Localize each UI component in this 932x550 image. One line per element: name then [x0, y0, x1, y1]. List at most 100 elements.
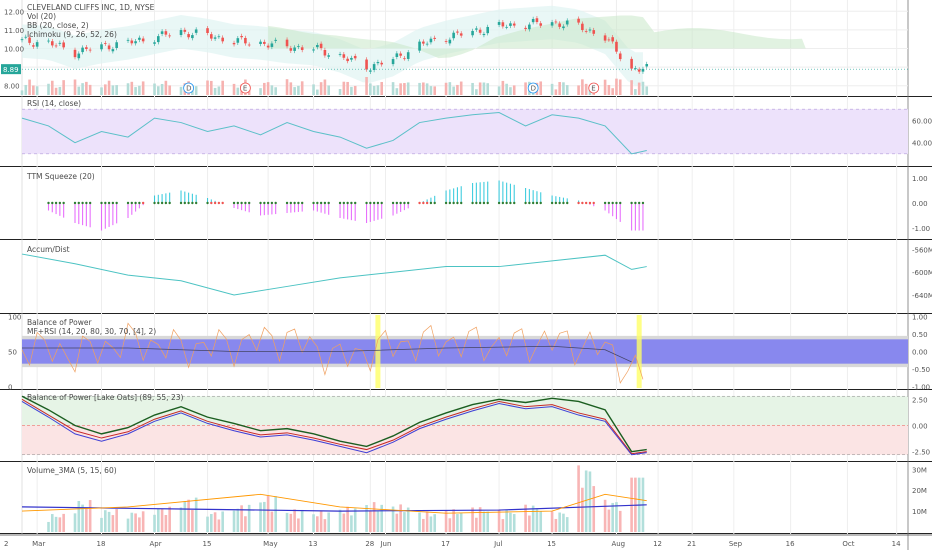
candle-body — [509, 23, 512, 26]
squeeze-tick: -1.00 — [912, 225, 930, 233]
volume-ma-bar — [50, 514, 54, 532]
squeeze-dot — [369, 201, 372, 205]
volume-bar — [179, 86, 183, 95]
lake-tick: -2.50 — [912, 449, 930, 457]
candle-body — [391, 59, 395, 65]
volume-ma-bar — [316, 516, 319, 532]
volume-bar — [206, 80, 209, 95]
volume-ma-bar — [509, 512, 512, 532]
volume-ma-bar — [550, 511, 554, 532]
candle-body — [111, 49, 115, 52]
volume-ma-bar — [607, 509, 611, 532]
volume-ma-bar — [369, 511, 372, 532]
lake-tick: 0.00 — [912, 423, 928, 431]
bop-tick-right: 0.00 — [912, 349, 928, 357]
lake-blue-line — [21, 401, 647, 456]
volume-ma-bar — [497, 509, 501, 532]
candle-body — [524, 27, 527, 29]
time-axis-label: 28 — [365, 540, 374, 548]
time-axis-label: 14 — [892, 540, 901, 548]
candle-body — [471, 30, 474, 36]
volume-bar — [111, 85, 115, 95]
candle-body — [365, 59, 368, 70]
bop-tick-left: 50 — [8, 349, 17, 357]
volume-bar — [418, 82, 421, 95]
volume-tick: 20M — [912, 487, 927, 495]
squeeze-dot — [460, 201, 463, 205]
time-axis-label: May — [263, 540, 277, 548]
candle-body — [134, 41, 137, 44]
volume-ma-bar — [187, 499, 190, 532]
squeeze-dot — [422, 201, 425, 205]
squeeze-dot — [403, 201, 406, 205]
squeeze-dot — [213, 201, 217, 205]
volume-ma-bar — [444, 510, 448, 532]
squeeze-dot — [603, 201, 607, 205]
candle-body — [24, 36, 28, 38]
time-axis-label: 15 — [203, 540, 212, 548]
volume-bar — [327, 85, 330, 95]
squeeze-dot — [62, 201, 65, 205]
volume-bar — [577, 85, 580, 95]
volume-ma-bar — [562, 513, 565, 532]
volume-bar — [369, 83, 372, 95]
volume-ma-bar — [603, 499, 607, 532]
squeeze-dot — [456, 201, 459, 205]
volume-ma-bar — [240, 505, 243, 532]
candle-body — [316, 44, 319, 48]
squeeze-dot — [100, 201, 103, 205]
ichimoku-cloud — [268, 15, 806, 59]
volume-ma-bar — [501, 519, 505, 532]
squeeze-dot — [232, 201, 236, 205]
squeeze-dot — [138, 201, 141, 205]
bop-highlight — [375, 315, 381, 388]
candle-body — [353, 55, 357, 59]
candle-body — [319, 43, 323, 49]
price-tick: 8.00 — [4, 83, 20, 91]
candle-body — [459, 33, 463, 36]
volume-ma-bar — [263, 501, 266, 532]
volume-bar — [475, 89, 478, 95]
volume-bar — [319, 82, 323, 95]
squeeze-dot — [391, 201, 395, 205]
candle-body — [584, 30, 588, 32]
volume-ma-bar — [391, 506, 395, 532]
squeeze-dot — [236, 201, 240, 205]
volume-bar — [266, 82, 270, 95]
time-axis-label: 13 — [309, 540, 318, 548]
last-price-badge — [1, 64, 21, 75]
volume-bar — [380, 81, 384, 95]
volume-ma-bar — [350, 515, 353, 532]
volume-bar — [28, 79, 31, 95]
volume-ma-bar — [475, 517, 478, 532]
bop-tick-right: -0.50 — [912, 366, 930, 374]
volume-bar — [429, 86, 433, 95]
lake-green-line — [21, 395, 647, 453]
volume-ma-bar — [471, 507, 474, 532]
candle-body — [338, 54, 342, 55]
volume-bar — [274, 87, 277, 95]
squeeze-dot — [577, 201, 580, 205]
time-axis-label: Aug — [611, 540, 625, 548]
time-axis-label: 16 — [786, 540, 795, 548]
volume-bar — [130, 81, 134, 95]
candle-body — [247, 44, 251, 46]
volume-bar — [456, 84, 459, 95]
volume-ma-bar — [134, 513, 137, 532]
candle-body — [645, 64, 649, 67]
squeeze-dot — [346, 201, 349, 205]
candle-body — [293, 47, 296, 51]
volume-ma-bar — [327, 512, 330, 532]
volume-bar — [138, 85, 141, 95]
volume-ma-bar — [418, 512, 421, 532]
volume-ma-bar — [319, 511, 323, 532]
dividend-marker — [527, 82, 539, 94]
candle-body — [372, 64, 376, 70]
squeeze-dot — [47, 201, 50, 205]
squeeze-dot — [88, 201, 92, 205]
volume-bar — [452, 86, 455, 95]
volume-ma-bar — [376, 511, 380, 532]
squeeze-dot — [425, 201, 429, 205]
time-axis-label: Jun — [379, 540, 391, 548]
